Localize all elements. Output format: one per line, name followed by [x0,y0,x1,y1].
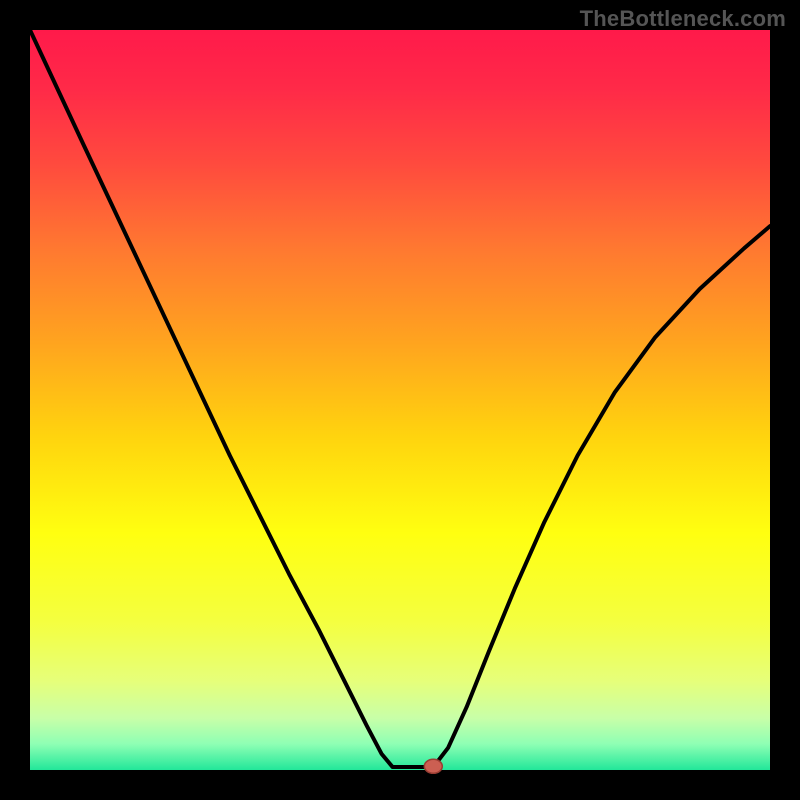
optimum-marker [424,759,442,773]
plot-background [30,30,770,770]
watermark-text: TheBottleneck.com [580,6,786,32]
chart-stage: TheBottleneck.com [0,0,800,800]
chart-svg [0,0,800,800]
